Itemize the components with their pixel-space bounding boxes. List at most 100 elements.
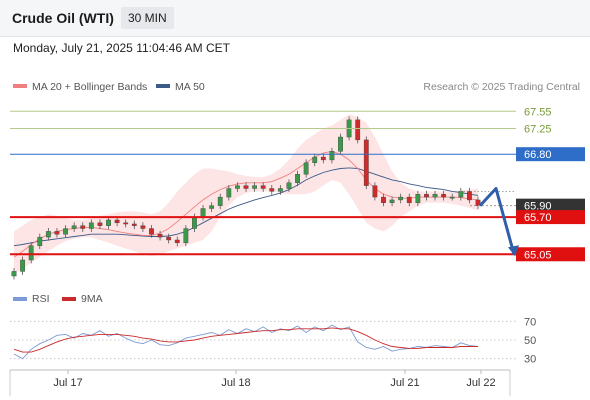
legend-label-rsi: RSI xyxy=(32,293,50,305)
candle xyxy=(260,182,266,192)
candle-body xyxy=(80,225,86,229)
forecast-arrow-head xyxy=(508,245,519,257)
candle xyxy=(432,190,438,201)
instrument-title: Crude Oil (WTI) xyxy=(12,10,114,26)
candle xyxy=(235,182,240,192)
candle xyxy=(277,185,283,195)
level-label-65.70: 65.70 xyxy=(524,212,552,224)
candle xyxy=(424,190,429,201)
candle-body xyxy=(424,194,429,198)
candle xyxy=(63,225,68,238)
candle xyxy=(114,216,120,227)
candle-body xyxy=(114,219,120,224)
candle xyxy=(338,133,343,155)
candle xyxy=(123,219,129,228)
candle xyxy=(149,225,154,238)
x-tick-label: Jul 22 xyxy=(466,377,495,389)
candle xyxy=(140,222,146,232)
candle xyxy=(381,193,386,207)
timeframe-badge[interactable]: 30 MIN xyxy=(121,7,174,29)
legend-swatch-rsi xyxy=(13,297,27,301)
candle xyxy=(166,233,172,244)
candle xyxy=(415,190,421,207)
candle-body xyxy=(389,199,395,203)
candle xyxy=(312,153,318,167)
candle-body xyxy=(45,231,51,238)
candle-body xyxy=(286,182,292,189)
candle xyxy=(286,179,292,192)
candle-body xyxy=(363,139,369,186)
candle-body xyxy=(338,136,343,152)
candle-body xyxy=(260,185,266,189)
rsi-tick-50: 50 xyxy=(524,335,536,347)
candle xyxy=(131,220,137,230)
candle xyxy=(157,230,163,241)
candle-body xyxy=(166,236,172,241)
level-label-67.55: 67.55 xyxy=(524,106,552,118)
candle-body xyxy=(432,194,438,198)
candle-body xyxy=(88,222,94,229)
candle xyxy=(295,170,300,187)
candle xyxy=(252,182,257,192)
candle-body xyxy=(372,185,378,198)
legend-swatch-ma20 xyxy=(13,84,27,88)
candle-body xyxy=(174,239,180,244)
ma50-line xyxy=(13,167,479,247)
candle-body xyxy=(140,225,146,229)
candle-body xyxy=(329,151,335,161)
legend-label-ma50: MA 50 xyxy=(175,81,205,93)
candle-body xyxy=(183,228,189,244)
candle-body xyxy=(441,194,447,198)
candle-body xyxy=(277,188,283,192)
candle xyxy=(398,193,404,204)
bollinger-band xyxy=(14,114,478,275)
level-tag-65.70 xyxy=(516,210,585,225)
candle xyxy=(329,147,335,164)
candle-body xyxy=(37,236,43,246)
candle-body xyxy=(320,156,326,161)
candle-body xyxy=(415,194,421,203)
rsi-ma-line xyxy=(13,327,478,353)
candle-body xyxy=(192,216,197,229)
candle xyxy=(449,193,455,201)
candle xyxy=(45,227,51,241)
candle-body xyxy=(200,208,206,218)
candle xyxy=(372,182,378,201)
candle xyxy=(97,219,103,230)
candle-body xyxy=(209,205,215,209)
candle xyxy=(355,116,361,144)
candle xyxy=(106,216,111,230)
candle-body xyxy=(355,119,361,141)
level-tag-65.05 xyxy=(516,247,585,262)
candle-body xyxy=(28,245,34,261)
candle xyxy=(467,187,472,204)
level-tag-65.90 xyxy=(516,198,585,213)
candle xyxy=(406,193,412,207)
candle xyxy=(183,225,189,247)
x-tick-label: Jul 21 xyxy=(390,377,419,389)
candle xyxy=(71,222,77,232)
candle xyxy=(389,196,395,207)
candle-body xyxy=(269,188,275,192)
candle-body xyxy=(381,196,386,203)
candle xyxy=(88,219,94,232)
candle xyxy=(226,185,232,201)
rsi-tick-70: 70 xyxy=(524,316,536,328)
legend-label-ma20: MA 20 + Bollinger Bands xyxy=(32,81,147,93)
candle-body xyxy=(312,156,318,163)
candle-body xyxy=(20,259,25,272)
rsi-line xyxy=(13,324,479,360)
x-tick-label: Jul 18 xyxy=(221,377,250,389)
candle xyxy=(269,185,275,195)
legend-label-9ma: 9MA xyxy=(81,293,103,305)
candle-body xyxy=(235,185,240,189)
candle-body xyxy=(106,219,111,226)
candle xyxy=(80,222,86,232)
candle-body xyxy=(252,185,257,189)
candle-body xyxy=(157,234,163,238)
level-label-67.25: 67.25 xyxy=(524,123,552,135)
legend-swatch-9ma xyxy=(62,297,76,301)
candle xyxy=(217,193,223,210)
candle xyxy=(174,236,180,247)
